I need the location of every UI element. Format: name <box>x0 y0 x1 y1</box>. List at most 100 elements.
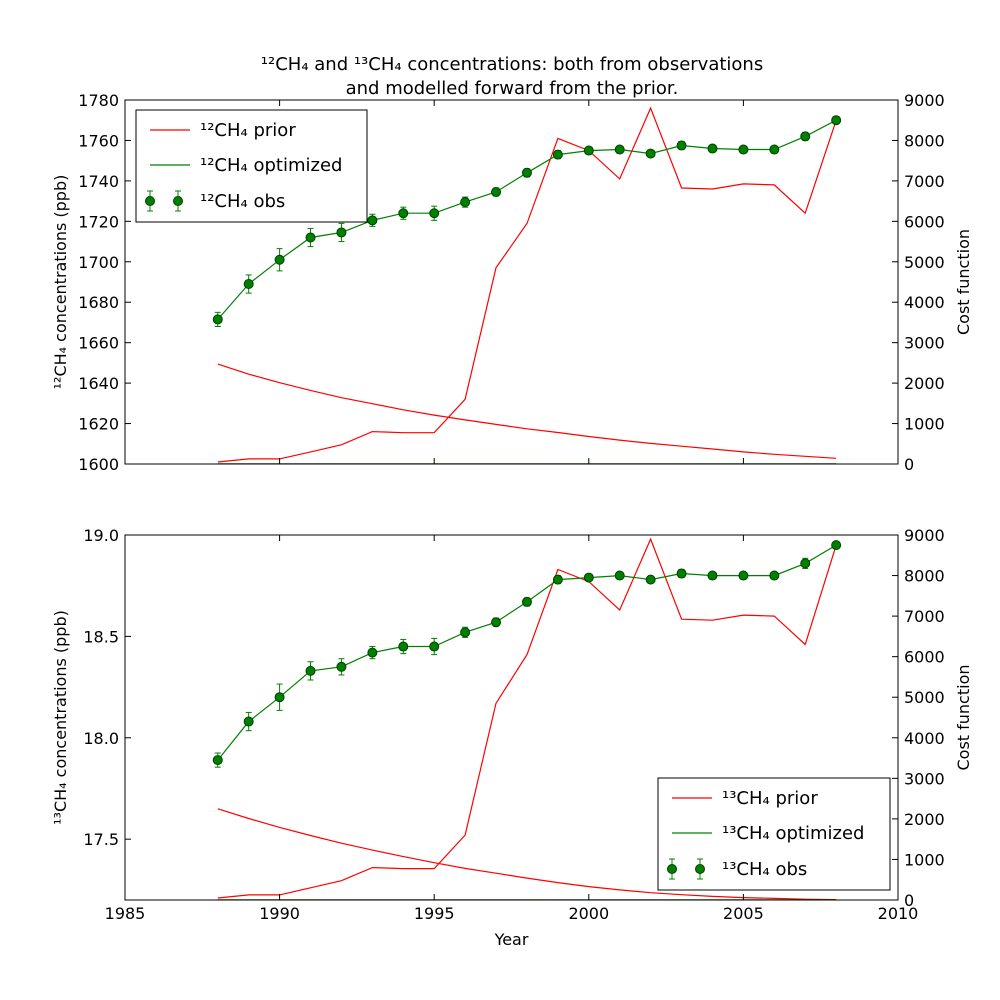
y-tick-label: 1660 <box>78 334 119 353</box>
obs-point <box>583 145 594 156</box>
legend-label: ¹³CH₄ prior <box>722 788 818 809</box>
y-tick-label: 1740 <box>78 172 119 191</box>
axes-frame <box>124 99 899 465</box>
y2-tick-label: 6000 <box>904 648 945 667</box>
y2-tick-label: 5000 <box>904 253 945 272</box>
y-tick-label: 1620 <box>78 415 119 434</box>
y2-tick-label: 6000 <box>904 212 945 231</box>
obs-point <box>336 661 347 672</box>
prior-line <box>217 537 837 899</box>
legend: ¹²CH₄ prior ¹²CH₄ optimized ¹²CH₄ obs <box>135 109 368 223</box>
bottom-panel-13ch4: 1985 1990 1995 2000 2005 2010 17.5 18.0 18.5 19.0… <box>51 526 973 949</box>
obs-point <box>429 208 440 219</box>
cost_a-line <box>217 808 837 900</box>
y-tick-label: 17.5 <box>83 830 119 849</box>
y2-tick-label: 7000 <box>904 607 945 626</box>
legend-label: ¹²CH₄ prior <box>200 120 296 141</box>
obs-point <box>398 641 409 652</box>
obs-point <box>645 148 656 159</box>
x-tick-label: 2000 <box>568 904 609 923</box>
obs-point <box>274 692 285 703</box>
x-tick-label: 1990 <box>259 904 300 923</box>
obs-point <box>367 215 378 226</box>
obs-point <box>552 149 563 160</box>
y2-tick-label: 9000 <box>904 91 945 110</box>
legend-obs-marker <box>173 196 183 206</box>
obs-series <box>212 115 842 327</box>
prior-line <box>217 106 837 463</box>
obs-point <box>831 540 842 551</box>
y-tick-label: 1600 <box>78 455 119 474</box>
obs-point <box>212 755 223 766</box>
y2-tick-label: 8000 <box>904 567 945 586</box>
obs-point <box>676 140 687 151</box>
y2-tick-label: 5000 <box>904 688 945 707</box>
obs-point <box>614 144 625 155</box>
y2-tick-label: 9000 <box>904 526 945 545</box>
obs-point <box>645 574 656 585</box>
title-line-1: ¹²CH₄ and ¹³CH₄ concentrations: both fro… <box>261 54 763 75</box>
obs-point <box>460 197 471 208</box>
x-tick-label: 1985 <box>105 904 146 923</box>
y-tick-label: 1760 <box>78 131 119 150</box>
obs-point <box>800 558 811 569</box>
legend-obs-marker <box>695 864 705 874</box>
y2-axis-label: Cost function <box>954 664 973 770</box>
y2-tick-label: 4000 <box>904 293 945 312</box>
y2-tick-label: 2000 <box>904 810 945 829</box>
obs-point <box>243 279 254 290</box>
obs-point <box>614 570 625 581</box>
title-line-2: and modelled forward from the prior. <box>346 78 679 99</box>
y2-tick-label: 3000 <box>904 769 945 788</box>
y-tick-label: 18.5 <box>83 627 119 646</box>
cost_a-line <box>217 363 837 459</box>
legend: ¹³CH₄ prior ¹³CH₄ optimized ¹³CH₄ obs <box>657 777 891 891</box>
y-tick-label: 1700 <box>78 253 119 272</box>
obs-point <box>398 208 409 219</box>
y-tick-label: 18.0 <box>83 729 119 748</box>
obs-point <box>212 314 223 325</box>
legend-label: ¹²CH₄ obs <box>200 191 285 212</box>
y2-tick-label: 4000 <box>904 729 945 748</box>
obs-point <box>491 187 502 198</box>
y-tick-label: 1680 <box>78 293 119 312</box>
figure-title: ¹²CH₄ and ¹³CH₄ concentrations: both fro… <box>261 54 763 99</box>
obs-point <box>831 115 842 126</box>
obs-point <box>707 570 718 581</box>
y2-tick-label: 1000 <box>904 850 945 869</box>
obs-point <box>367 647 378 658</box>
obs-point <box>707 143 718 154</box>
obs-point <box>769 144 780 155</box>
obs-point <box>305 665 316 676</box>
x-tick-label: 2005 <box>723 904 764 923</box>
obs-point <box>738 570 749 581</box>
obs-point <box>769 570 780 581</box>
top-panel-12ch4: 1600 1620 1640 1660 1680 1700 1720 1740 1760 1780… <box>51 91 973 474</box>
y2-tick-label: 0 <box>904 891 914 910</box>
x-tick-label: 2010 <box>878 904 919 923</box>
y-tick-label: 1780 <box>78 91 119 110</box>
y-tick-label: 1720 <box>78 212 119 231</box>
y2-tick-label: 3000 <box>904 334 945 353</box>
y-axis-label: ¹²CH₄ concentrations (ppb) <box>51 175 70 390</box>
y2-tick-label: 2000 <box>904 374 945 393</box>
legend-label: ¹³CH₄ optimized <box>722 823 864 844</box>
legend-obs-marker <box>667 864 677 874</box>
legend-label: ¹³CH₄ obs <box>722 859 807 880</box>
x-tick-label: 1995 <box>414 904 455 923</box>
y-tick-label: 1640 <box>78 374 119 393</box>
obs-point <box>491 617 502 628</box>
y2-axis-label: Cost function <box>954 229 973 335</box>
obs-point <box>521 596 532 607</box>
obs-point <box>676 568 687 579</box>
y2-tick-label: 0 <box>904 455 914 474</box>
obs-point <box>274 254 285 265</box>
obs-point <box>429 641 440 652</box>
obs-point <box>738 144 749 155</box>
obs-point <box>243 716 254 727</box>
obs-point <box>460 627 471 638</box>
y-axis-label: ¹³CH₄ concentrations (ppb) <box>51 610 70 825</box>
obs-point <box>521 167 532 178</box>
legend-obs-marker <box>145 196 155 206</box>
